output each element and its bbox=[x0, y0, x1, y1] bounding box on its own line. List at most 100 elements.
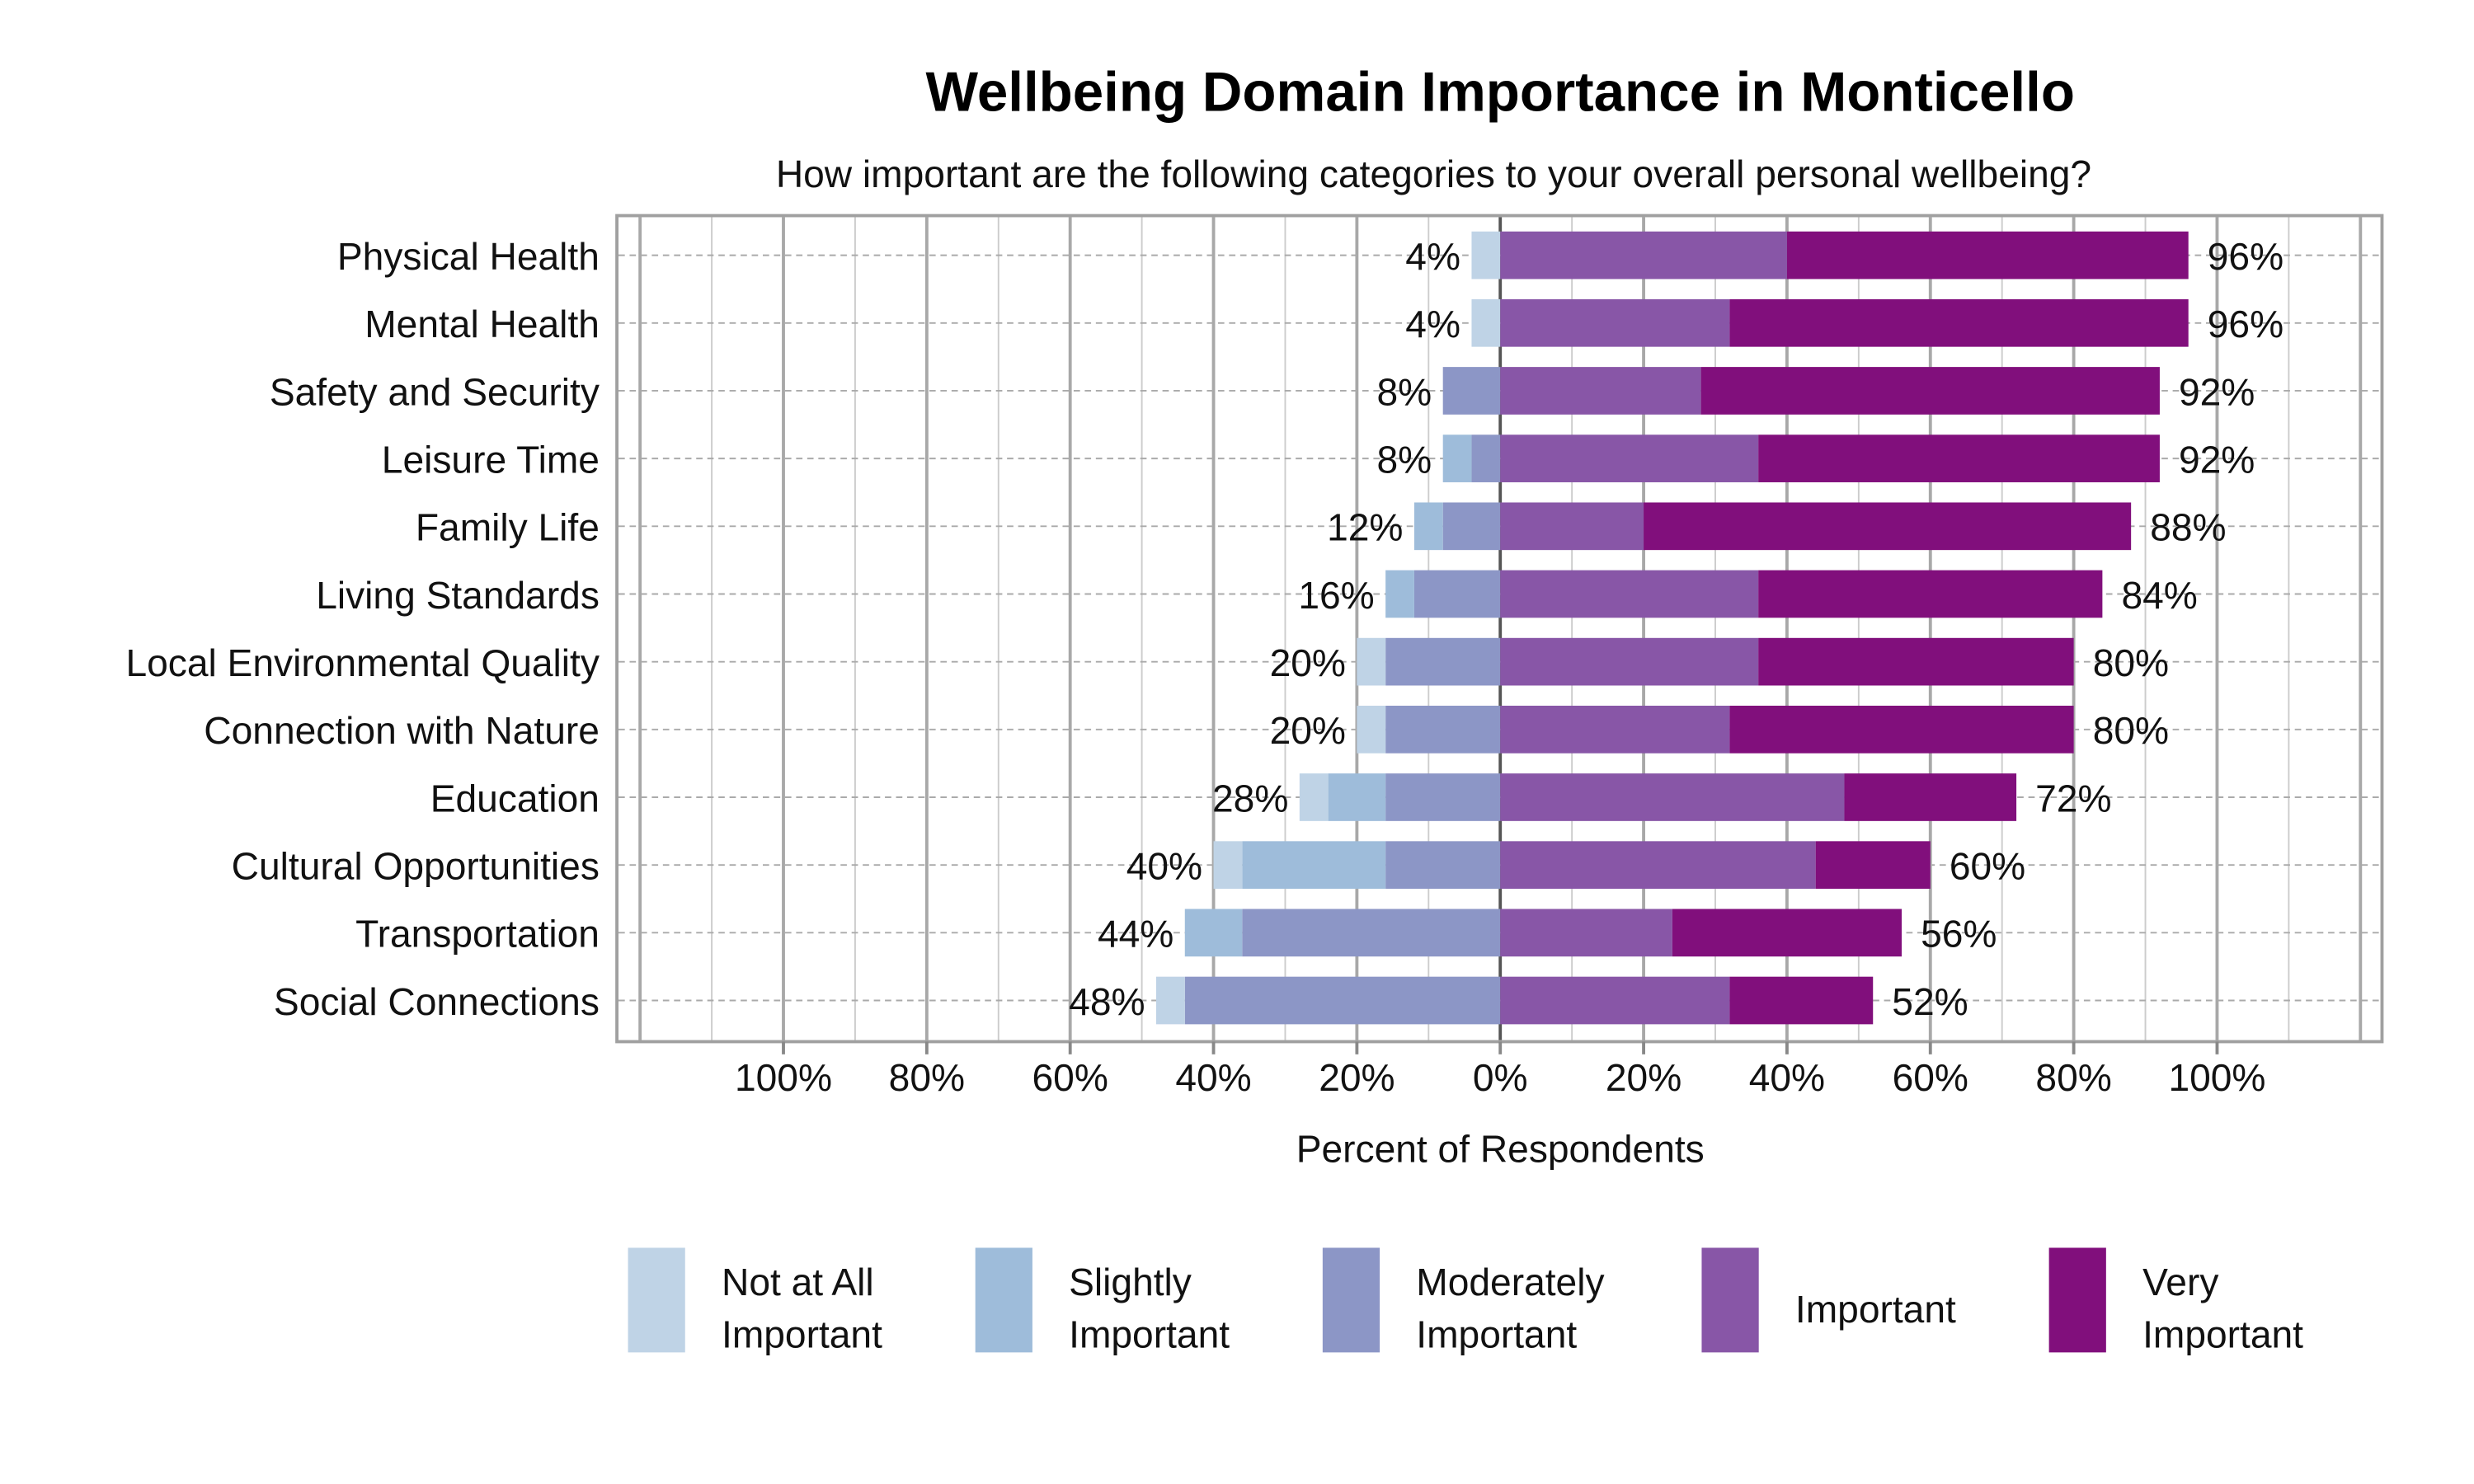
tick-label: 0% bbox=[1473, 1056, 1528, 1099]
bar-moderately-important bbox=[1385, 705, 1501, 754]
bar-important bbox=[1500, 976, 1730, 1025]
category-label: Local Environmental Quality bbox=[125, 641, 599, 684]
bar-moderately-important bbox=[1385, 773, 1501, 821]
tick-label: 80% bbox=[889, 1056, 965, 1099]
bar-very-important bbox=[1815, 841, 1931, 890]
bar-very-important bbox=[1758, 637, 2074, 686]
data-label-positive: 80% bbox=[2093, 709, 2169, 752]
bar-important bbox=[1500, 367, 1701, 415]
bar-moderately-important bbox=[1442, 502, 1501, 551]
bar-moderately-important bbox=[1471, 434, 1501, 482]
tick-label: 40% bbox=[1749, 1056, 1825, 1099]
legend-label: Important bbox=[1416, 1313, 1577, 1356]
x-axis: 100% 80% 60% 40% 20% 0% 20% 40% 60% 80% 100% bbox=[735, 1041, 2265, 1099]
bar-slightly-important bbox=[1242, 841, 1386, 890]
legend-label: Very bbox=[2142, 1261, 2218, 1303]
data-label-positive: 92% bbox=[2179, 370, 2255, 413]
data-label-negative: 4% bbox=[1405, 303, 1460, 345]
bar-important bbox=[1500, 298, 1730, 347]
legend-item: Slightly Important bbox=[975, 1247, 1230, 1356]
bar-not-at-all-important bbox=[1213, 841, 1243, 890]
bar-important bbox=[1500, 231, 1787, 279]
category-label: Transportation bbox=[355, 913, 600, 956]
bar-not-at-all-important bbox=[1357, 705, 1386, 754]
tick-label: 20% bbox=[1319, 1056, 1395, 1099]
bar-slightly-important bbox=[1442, 434, 1472, 482]
data-label-positive: 80% bbox=[2093, 641, 2169, 684]
data-label-positive: 52% bbox=[1892, 980, 1968, 1023]
bar-very-important bbox=[1844, 773, 2017, 821]
legend-label: Important bbox=[1069, 1313, 1230, 1356]
tick-label: 60% bbox=[1032, 1056, 1108, 1099]
bar-very-important bbox=[1700, 367, 2160, 415]
legend-label: Important bbox=[722, 1313, 882, 1356]
category-label: Connection with Nature bbox=[204, 709, 600, 752]
data-label-negative: 48% bbox=[1069, 980, 1145, 1023]
legend-label: Important bbox=[2142, 1313, 2303, 1356]
bar-moderately-important bbox=[1385, 841, 1501, 890]
bar-very-important bbox=[1729, 976, 1874, 1025]
category-label: Family Life bbox=[416, 506, 600, 549]
bar-very-important bbox=[1644, 502, 2132, 551]
legend-swatch bbox=[628, 1247, 685, 1353]
bar-slightly-important bbox=[1413, 502, 1443, 551]
bar-very-important bbox=[1758, 434, 2160, 482]
legend-swatch bbox=[975, 1247, 1032, 1353]
category-label: Safety and Security bbox=[270, 370, 600, 413]
bar-important bbox=[1500, 773, 1845, 821]
x-axis-title: Percent of Respondents bbox=[1296, 1128, 1705, 1171]
category-label: Social Connections bbox=[274, 980, 600, 1023]
chart-title: Wellbeing Domain Importance in Monticell… bbox=[926, 62, 2075, 124]
bar-slightly-important bbox=[1184, 909, 1243, 957]
data-label-positive: 60% bbox=[1950, 844, 2025, 887]
bar-not-at-all-important bbox=[1471, 231, 1501, 279]
bars: 4% 96% 4% 96% 8% 92% 8% 92% 12% 88% 16% 84% 20% 80% 20… bbox=[1069, 231, 2284, 1025]
data-label-negative: 4% bbox=[1405, 235, 1460, 278]
bar-important bbox=[1500, 637, 1759, 686]
y-axis: Physical Health Mental Health Safety and S… bbox=[125, 235, 599, 1023]
category-label: Living Standards bbox=[316, 574, 600, 617]
tick-label: 40% bbox=[1175, 1056, 1251, 1099]
bar-not-at-all-important bbox=[1471, 298, 1501, 347]
bar-moderately-important bbox=[1242, 909, 1501, 957]
bar-important bbox=[1500, 909, 1672, 957]
category-label: Education bbox=[430, 777, 600, 819]
chart-subtitle: How important are the following categori… bbox=[776, 153, 2091, 195]
bar-slightly-important bbox=[1385, 570, 1414, 618]
data-label-negative: 44% bbox=[1098, 913, 1174, 956]
data-label-negative: 12% bbox=[1327, 506, 1403, 549]
legend-swatch bbox=[1322, 1247, 1380, 1353]
data-label-positive: 92% bbox=[2179, 438, 2255, 481]
bar-not-at-all-important bbox=[1156, 976, 1185, 1025]
legend-label: Not at All bbox=[722, 1261, 874, 1303]
category-label: Cultural Opportunities bbox=[232, 844, 600, 887]
bar-important bbox=[1500, 434, 1759, 482]
legend-swatch bbox=[2048, 1247, 2106, 1353]
data-label-negative: 20% bbox=[1270, 709, 1346, 752]
legend-item: Moderately Important bbox=[1322, 1247, 1605, 1356]
data-label-negative: 40% bbox=[1126, 844, 1202, 887]
bar-important bbox=[1500, 502, 1644, 551]
legend-label: Moderately bbox=[1416, 1261, 1604, 1303]
bar-not-at-all-important bbox=[1357, 637, 1386, 686]
bar-moderately-important bbox=[1413, 570, 1501, 618]
legend: Not at AllImportantSlightlyImportantMode… bbox=[628, 1247, 2303, 1356]
data-label-negative: 28% bbox=[1212, 777, 1288, 819]
bar-not-at-all-important bbox=[1299, 773, 1329, 821]
data-label-positive: 72% bbox=[2035, 777, 2111, 819]
bar-moderately-important bbox=[1442, 367, 1501, 415]
data-label-positive: 56% bbox=[1921, 913, 1997, 956]
legend-label: Slightly bbox=[1069, 1261, 1192, 1303]
data-label-positive: 96% bbox=[2208, 303, 2284, 345]
bar-moderately-important bbox=[1184, 976, 1501, 1025]
bar-very-important bbox=[1758, 570, 2103, 618]
bar-important bbox=[1500, 705, 1730, 754]
bar-very-important bbox=[1729, 298, 2189, 347]
tick-label: 100% bbox=[735, 1056, 832, 1099]
tick-label: 20% bbox=[1606, 1056, 1681, 1099]
legend-item: Important bbox=[1701, 1247, 1956, 1353]
legend-item: Very Important bbox=[2048, 1247, 2303, 1356]
data-label-negative: 8% bbox=[1377, 370, 1432, 413]
category-label: Mental Health bbox=[365, 303, 600, 345]
bar-moderately-important bbox=[1385, 637, 1501, 686]
